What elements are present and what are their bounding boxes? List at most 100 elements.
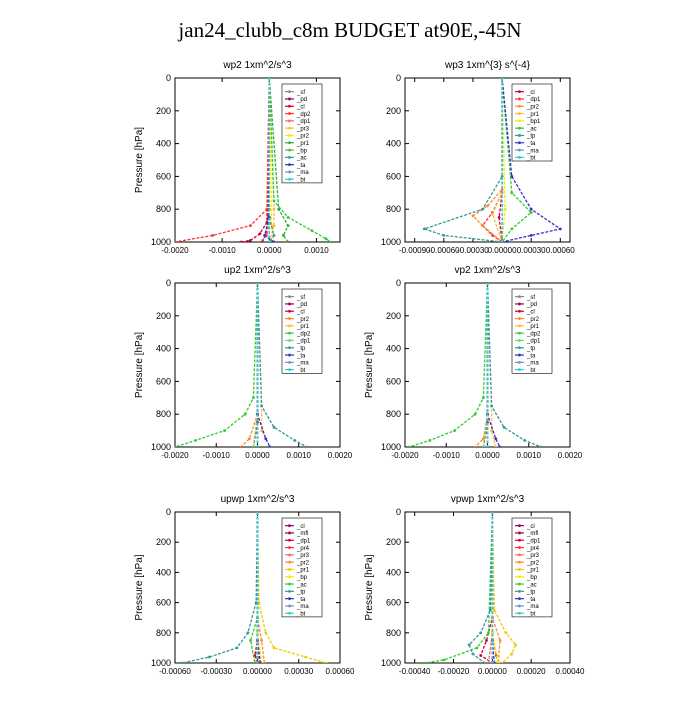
y-tick-label: 0 (396, 507, 401, 517)
legend-marker (288, 346, 291, 350)
series-point (494, 445, 498, 447)
legend-label: _bp (296, 148, 308, 154)
y-tick-label: 200 (156, 537, 171, 547)
series-point (252, 396, 255, 400)
series-point (486, 204, 489, 208)
series-line-dp2 (175, 78, 270, 242)
series-point (423, 227, 426, 231)
series-point (253, 661, 257, 663)
y-axis-label: Pressure [hPa] (364, 554, 375, 620)
x-tick-label: -0.0020 (161, 451, 189, 460)
legend-label: _tp (526, 346, 536, 352)
legend-label: _pr2 (296, 317, 310, 323)
series-point (249, 639, 253, 642)
y-tick-label: 400 (156, 344, 171, 354)
legend-label: _pr2 (526, 104, 540, 110)
series-point (324, 661, 328, 663)
series-point (239, 445, 243, 447)
y-tick-label: 400 (156, 567, 171, 577)
legend-label: _ta (526, 141, 536, 147)
series-point (497, 216, 501, 219)
legend-marker (288, 177, 291, 181)
x-tick-label: -0.00060 (159, 667, 191, 676)
legend-marker (518, 317, 521, 320)
y-tick-label: 200 (386, 106, 401, 116)
series-point (268, 445, 272, 447)
y-tick-label: 0 (396, 278, 401, 288)
series-point (258, 661, 262, 663)
legend-marker (518, 119, 521, 123)
series-point (257, 601, 261, 604)
series-point (510, 191, 514, 195)
legend-marker (518, 538, 521, 542)
legend-label: _pr1 (296, 568, 310, 574)
legend-box (281, 517, 323, 618)
series-point (481, 224, 484, 228)
legend-marker (288, 317, 291, 320)
series-point (265, 207, 269, 211)
series-group (423, 512, 517, 663)
legend-marker (518, 104, 521, 108)
y-tick-label: 600 (156, 171, 171, 181)
x-tick-label: 0.00000 (488, 246, 517, 255)
series-point (272, 425, 276, 429)
y-tick-label: 1000 (381, 658, 401, 668)
legend-marker (288, 568, 291, 571)
legend-label: _dp2 (296, 112, 311, 118)
y-axis-label: Pressure [hPa] (134, 332, 145, 398)
series-point (286, 240, 290, 242)
series-point (479, 631, 483, 635)
legend-marker (518, 324, 521, 328)
legend-label: _pr1 (526, 568, 540, 574)
x-tick-label: 0.0010 (287, 451, 312, 460)
legend-label: _bp (296, 575, 308, 581)
series-point (486, 445, 489, 447)
legend-label: _ta (526, 353, 536, 359)
legend-marker (288, 104, 291, 108)
legend-marker (288, 368, 291, 372)
y-tick-label: 0 (396, 73, 401, 83)
y-tick-label: 800 (156, 409, 171, 419)
legend-label: _dp1 (296, 538, 311, 544)
series-point (428, 439, 432, 442)
legend-marker (288, 604, 291, 608)
legend-label: _pr1 (296, 141, 310, 147)
series-point (492, 608, 496, 612)
legend-label: _ac (296, 156, 307, 162)
series-point (479, 654, 483, 657)
x-tick-label: -0.00090 (399, 246, 431, 255)
chart-panel-3: up2 1xm^2/s^3 Pressure [hPa] 0 200 400 600 800… (134, 265, 353, 460)
legend-marker (288, 155, 291, 159)
legend-label: _bt (526, 156, 536, 162)
series-point (423, 661, 426, 663)
legend-marker (518, 302, 521, 306)
series-point (486, 283, 489, 285)
legend-label: _dp1 (296, 119, 311, 125)
legend-marker (288, 324, 291, 328)
series-point (194, 439, 198, 442)
series-group (175, 283, 309, 447)
legend-marker (288, 589, 291, 593)
legend-marker (518, 611, 521, 615)
legend-marker (288, 553, 291, 557)
series-point (503, 207, 507, 211)
series-point (272, 199, 276, 203)
x-tick-label: 0.0000 (257, 246, 282, 255)
series-point (500, 175, 504, 178)
x-tick-label: 0.00040 (556, 667, 585, 676)
legend-marker (518, 148, 521, 152)
legend-marker (288, 339, 291, 342)
x-tick-label: 0.0020 (328, 451, 353, 460)
series-point (256, 661, 259, 663)
series-point (539, 445, 543, 447)
legend-box (511, 83, 553, 162)
legend-marker (288, 163, 291, 167)
series-line-pr1 (491, 78, 503, 242)
x-tick-label: 0.0020 (558, 451, 583, 460)
x-tick-label: -0.0010 (203, 451, 231, 460)
y-tick-label: 600 (386, 598, 401, 608)
series-line-pr2 (474, 283, 489, 447)
legend-marker (518, 597, 521, 601)
